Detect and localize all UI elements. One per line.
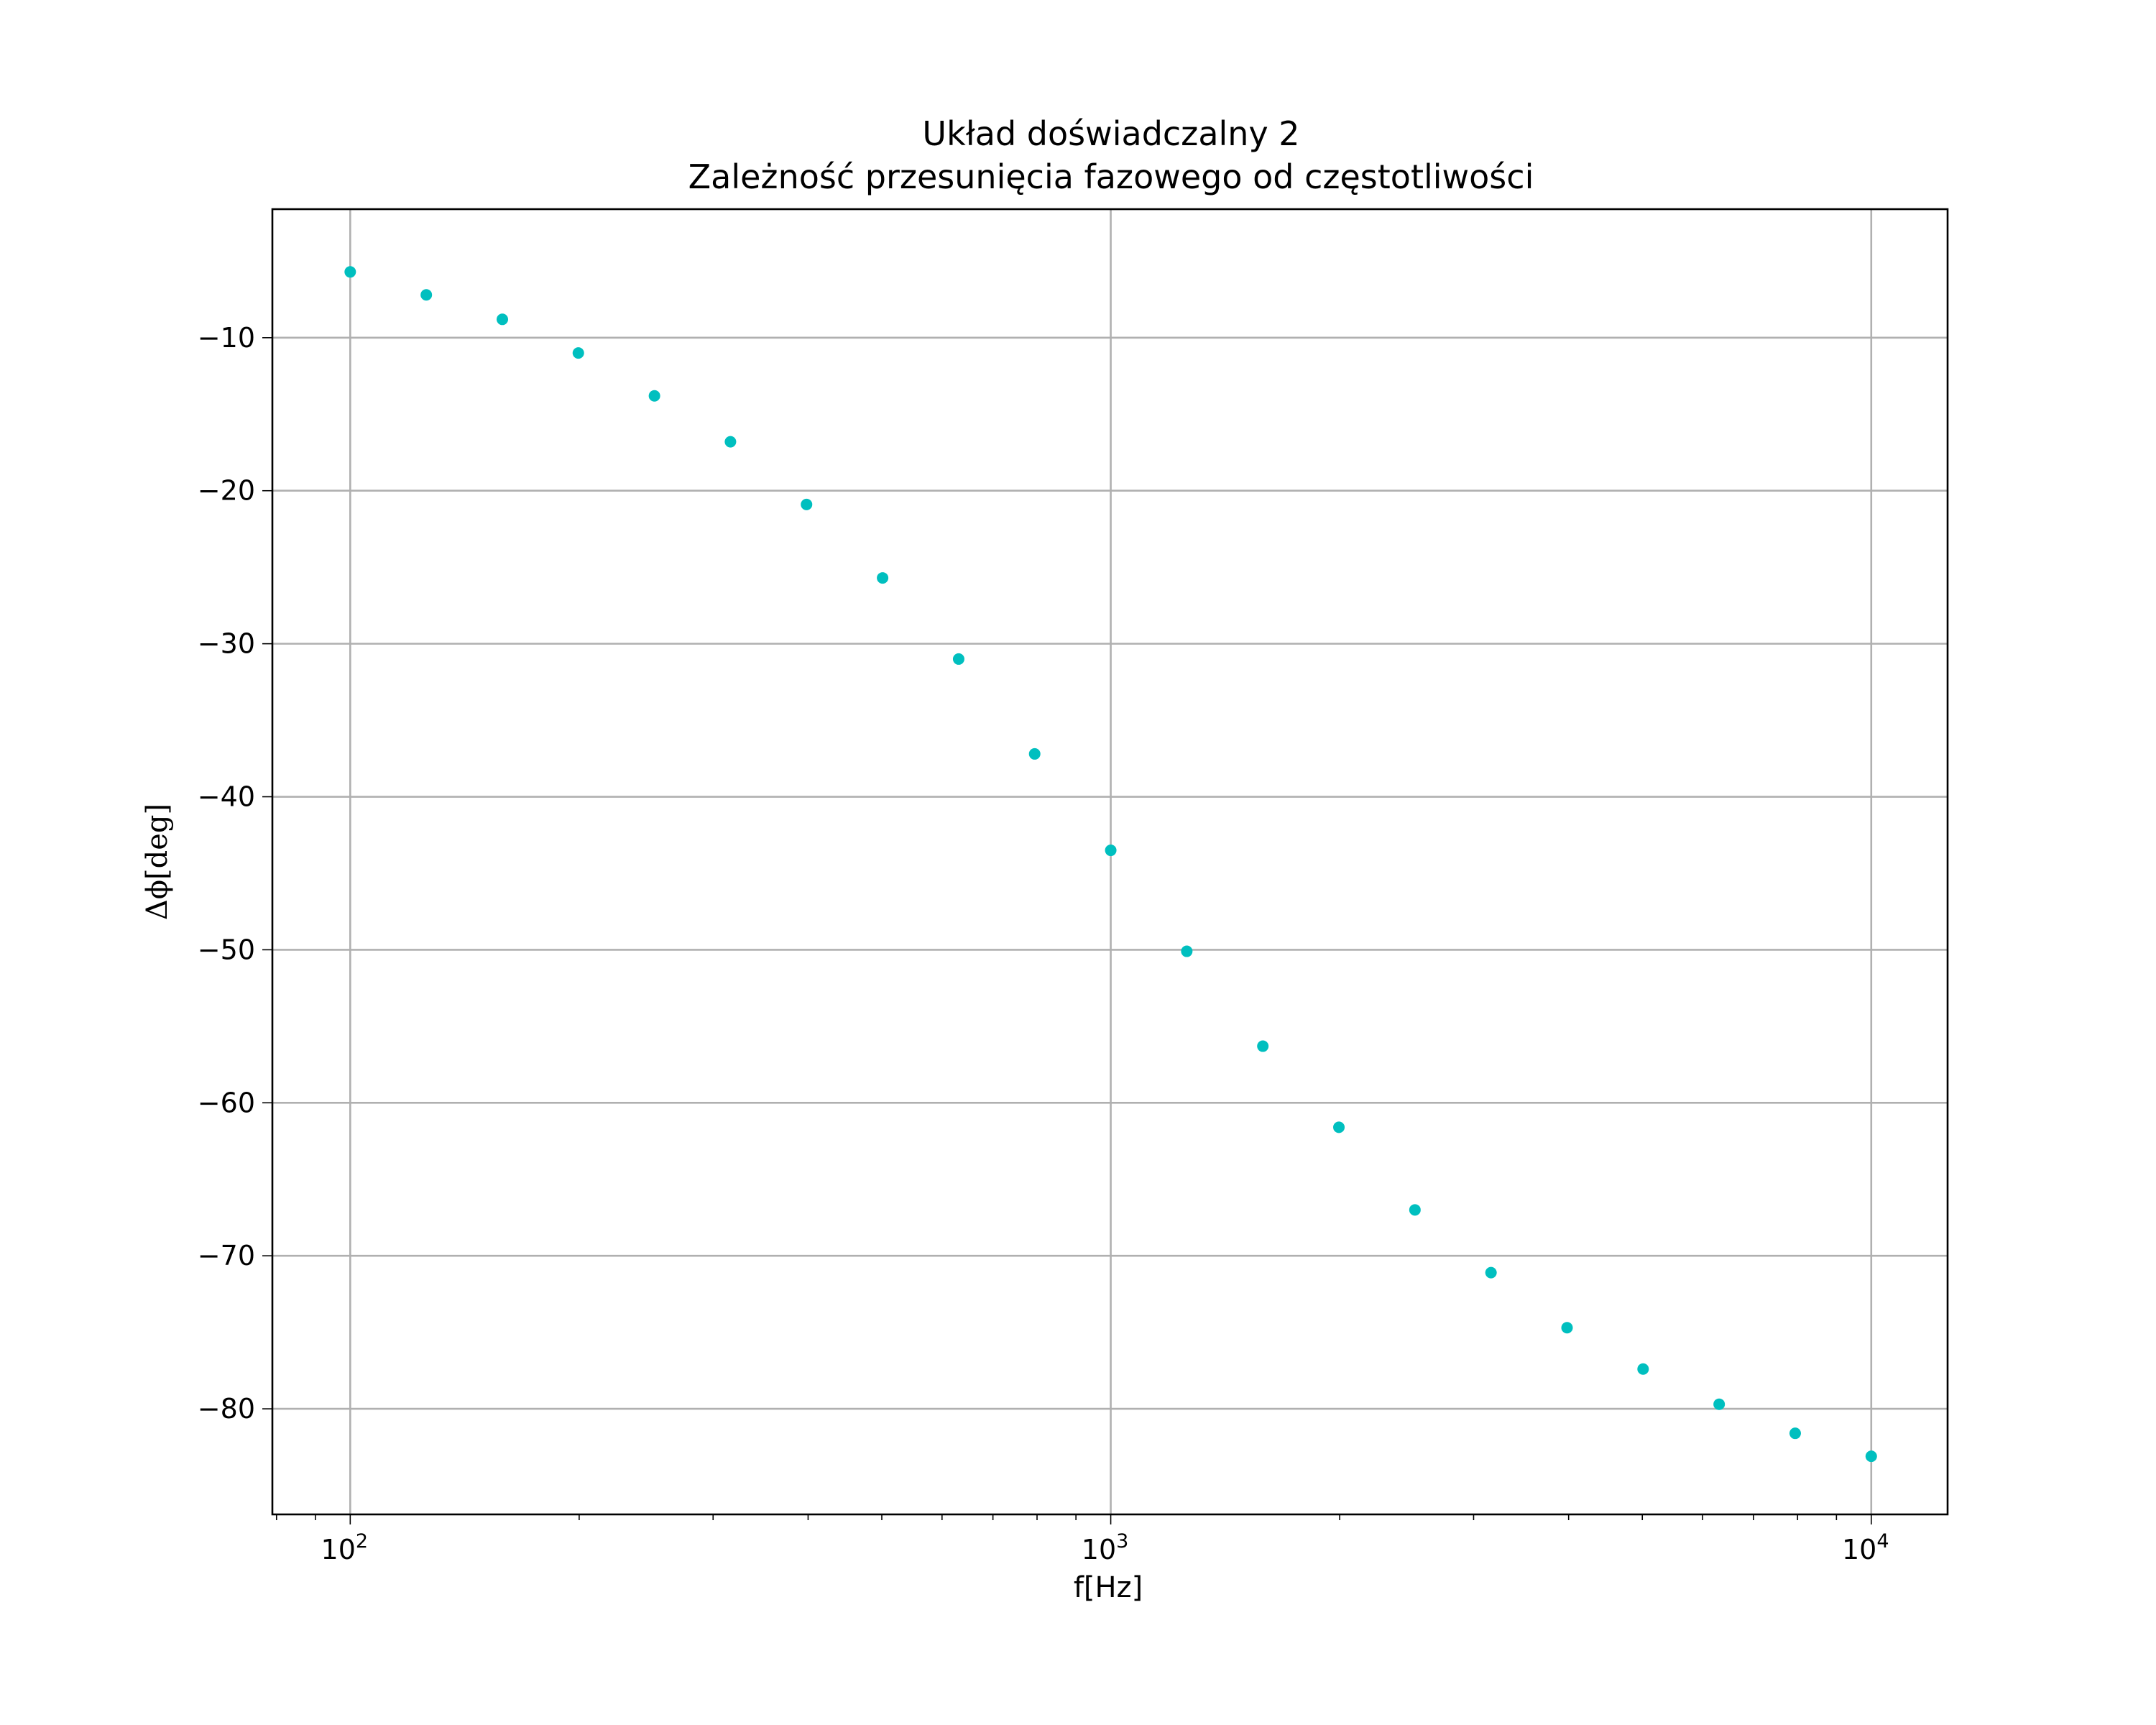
- data-point-9: [1028, 748, 1041, 760]
- data-point-14: [1409, 1204, 1421, 1216]
- data-point-16: [1561, 1322, 1573, 1334]
- data-point-11: [1181, 945, 1193, 957]
- data-point-20: [1865, 1450, 1877, 1463]
- data-points: [344, 266, 1877, 1463]
- data-point-13: [1333, 1121, 1345, 1133]
- data-point-7: [877, 572, 889, 584]
- data-point-15: [1485, 1266, 1497, 1279]
- x-axis-label: f[Hz]: [1074, 1571, 1143, 1604]
- data-point-12: [1257, 1040, 1269, 1052]
- data-point-6: [801, 498, 813, 510]
- data-point-8: [952, 653, 964, 665]
- data-point-5: [724, 436, 737, 448]
- y-tick-label-1: −20: [198, 475, 255, 507]
- y-tick-label-7: −80: [198, 1393, 255, 1425]
- chart-subtitle: Zależność przesunięcia fazowego od częst…: [688, 157, 1534, 196]
- x-tick-label-0: 102: [321, 1530, 369, 1565]
- y-tick-label-0: −10: [198, 322, 255, 354]
- plot-frame: [271, 208, 1949, 1516]
- data-point-0: [344, 266, 356, 278]
- x-tick-label-2: 104: [1842, 1530, 1889, 1565]
- y-tick-label-5: −60: [198, 1087, 255, 1118]
- chart-title: Układ doświadczalny 2: [922, 114, 1299, 153]
- data-point-2: [497, 313, 509, 326]
- data-point-4: [648, 390, 660, 402]
- y-tick-label-6: −70: [198, 1240, 255, 1271]
- y-tick-label-4: −50: [198, 934, 255, 965]
- data-point-10: [1105, 845, 1117, 857]
- data-point-19: [1789, 1427, 1801, 1440]
- x-minor-ticks: [275, 1514, 1838, 1520]
- x-tick-label-1: 103: [1082, 1530, 1129, 1565]
- y-tick-label-3: −40: [198, 781, 255, 813]
- data-point-18: [1713, 1398, 1726, 1410]
- x-axis-ticks: 102 103 104: [321, 1514, 1889, 1565]
- data-point-17: [1637, 1363, 1649, 1375]
- y-axis-ticks: −10 −20 −30 −40 −50 −60 −70 −80: [198, 322, 272, 1425]
- y-axis-label: Δϕ[deg]: [141, 804, 174, 920]
- data-point-3: [572, 347, 584, 359]
- data-point-1: [420, 289, 433, 301]
- grid: [272, 209, 1948, 1514]
- y-tick-label-2: −30: [198, 628, 255, 660]
